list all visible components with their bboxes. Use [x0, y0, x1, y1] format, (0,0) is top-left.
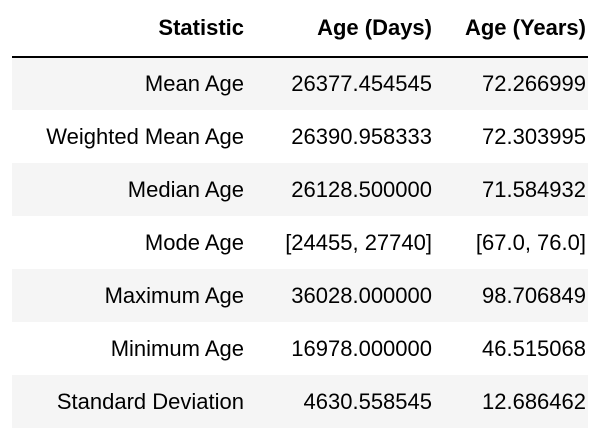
row-label: Maximum Age — [104, 282, 244, 308]
table-header: Statistic Age (Days) Age (Years) — [12, 0, 588, 58]
row-label: Weighted Mean Age — [46, 123, 244, 149]
cell-age-days: 4630.558545 — [303, 388, 432, 414]
cell-age-days: [24455, 27740] — [285, 229, 432, 255]
row-label: Mean Age — [144, 71, 244, 96]
row-label: Standard Deviation — [56, 388, 244, 414]
cell-age-years: 98.706849 — [482, 282, 586, 308]
table-body: Mean Age 26377.454545 72.266999 Weighted… — [12, 57, 588, 428]
row-label: Minimum Age — [110, 335, 244, 361]
cell-age-days: 26377.454545 — [291, 71, 432, 96]
cell-age-years: [67.0, 76.0] — [475, 229, 586, 255]
table-row: Weighted Mean Age 26390.958333 72.303995 — [12, 110, 588, 163]
row-label: Mode Age — [144, 229, 244, 255]
table-row: Minimum Age 16978.000000 46.515068 — [12, 322, 588, 375]
table-row: Mean Age 26377.454545 72.266999 — [12, 57, 588, 110]
cell-age-years: 46.515068 — [482, 335, 586, 361]
cell-age-days: 26128.500000 — [291, 176, 432, 202]
table-row: Standard Deviation 4630.558545 12.686462 — [12, 375, 588, 428]
cell-age-years: 72.266999 — [482, 71, 586, 96]
cell-age-years: 72.303995 — [482, 123, 586, 149]
age-statistics-table: Statistic Age (Days) Age (Years) Mean Ag… — [12, 0, 588, 428]
header-row: Statistic Age (Days) Age (Years) — [12, 0, 588, 58]
cell-age-years: 12.686462 — [482, 388, 586, 414]
header-age-days: Age (Days) — [246, 0, 434, 58]
header-statistic: Statistic — [12, 0, 246, 58]
statistics-table-container: Statistic Age (Days) Age (Years) Mean Ag… — [12, 0, 592, 428]
cell-age-years: 71.584932 — [482, 176, 586, 202]
table-row: Median Age 26128.500000 71.584932 — [12, 163, 588, 216]
cell-age-days: 36028.000000 — [291, 282, 432, 308]
row-label: Median Age — [127, 176, 244, 202]
cell-age-days: 26390.958333 — [291, 123, 432, 149]
header-age-years: Age (Years) — [434, 0, 588, 58]
table-row: Maximum Age 36028.000000 98.706849 — [12, 269, 588, 322]
table-row: Mode Age [24455, 27740] [67.0, 76.0] — [12, 216, 588, 269]
cell-age-days: 16978.000000 — [291, 335, 432, 361]
